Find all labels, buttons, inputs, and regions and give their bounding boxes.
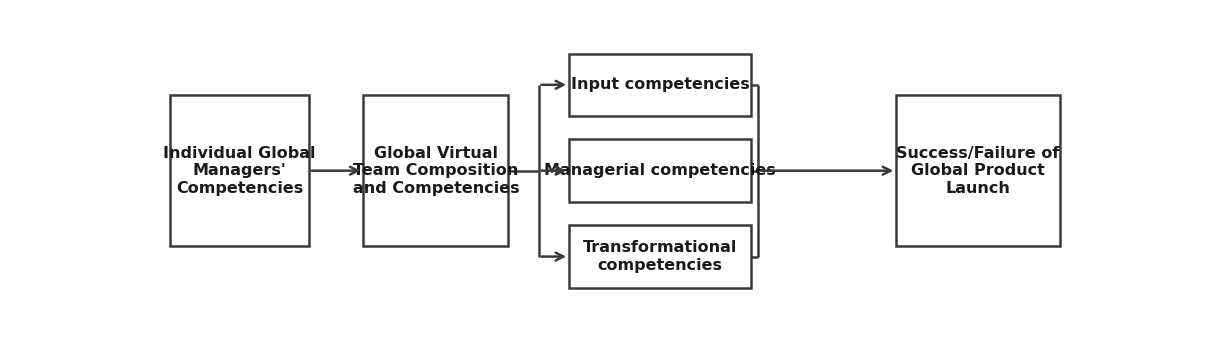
Text: Managerial competencies: Managerial competencies: [544, 163, 775, 178]
Text: Global Virtual
Team Composition
and Competencies: Global Virtual Team Composition and Comp…: [352, 146, 519, 196]
FancyBboxPatch shape: [569, 140, 751, 202]
FancyBboxPatch shape: [896, 95, 1060, 246]
FancyBboxPatch shape: [569, 54, 751, 116]
FancyBboxPatch shape: [363, 95, 508, 246]
FancyBboxPatch shape: [170, 95, 309, 246]
Text: Success/Failure of
Global Product
Launch: Success/Failure of Global Product Launch: [896, 146, 1060, 196]
FancyBboxPatch shape: [569, 225, 751, 288]
Text: Individual Global
Managers'
Competencies: Individual Global Managers' Competencies: [163, 146, 316, 196]
Text: Input competencies: Input competencies: [570, 77, 749, 92]
Text: Transformational
competencies: Transformational competencies: [582, 240, 737, 273]
